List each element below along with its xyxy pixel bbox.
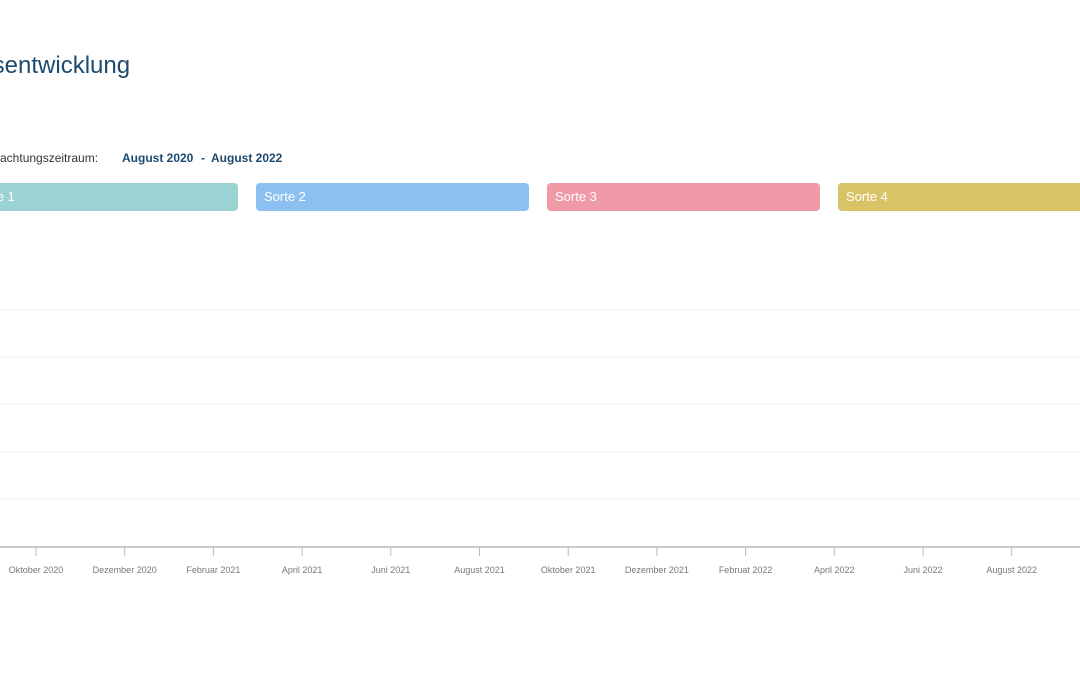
x-tick-label: August 2022 xyxy=(986,565,1037,575)
x-tick-label: April 2021 xyxy=(282,565,323,575)
x-tick-label: August 2021 xyxy=(454,565,505,575)
period-row: Betrachtungszeitraum: August 2020 - Augu… xyxy=(0,151,1080,169)
x-tick-label: Juni 2021 xyxy=(371,565,410,575)
x-tick-label: Oktober 2021 xyxy=(541,565,596,575)
sort-tab-label: Sorte 2 xyxy=(264,189,306,204)
x-tick-label: Oktober 2020 xyxy=(9,565,64,575)
x-tick-label: Februar 2021 xyxy=(186,565,240,575)
sort-tab-label: Sorte 1 xyxy=(0,189,15,204)
x-tick-label: Februat 2022 xyxy=(719,565,773,575)
page-title: Preisentwicklung xyxy=(0,52,131,79)
sort-tab-3[interactable]: Sorte 3 xyxy=(547,183,820,211)
period-end: August 2022 xyxy=(211,151,283,165)
sort-tab-label: Sorte 3 xyxy=(555,189,597,204)
period-start: August 2020 xyxy=(122,151,194,165)
x-tick-label: April 2022 xyxy=(814,565,855,575)
sort-tab-label: Sorte 4 xyxy=(846,189,888,204)
sort-tab-4[interactable]: Sorte 4 xyxy=(838,183,1080,211)
x-tick-label: Dezember 2021 xyxy=(625,565,689,575)
sort-tab-2[interactable]: Sorte 2 xyxy=(256,183,529,211)
sort-tab-1[interactable]: Sorte 1 xyxy=(0,183,238,211)
x-tick-label: Juni 2022 xyxy=(903,565,942,575)
x-tick-label: Dezember 2020 xyxy=(93,565,157,575)
period-separator: - xyxy=(201,151,205,165)
period-label: Betrachtungszeitraum: xyxy=(0,151,99,165)
